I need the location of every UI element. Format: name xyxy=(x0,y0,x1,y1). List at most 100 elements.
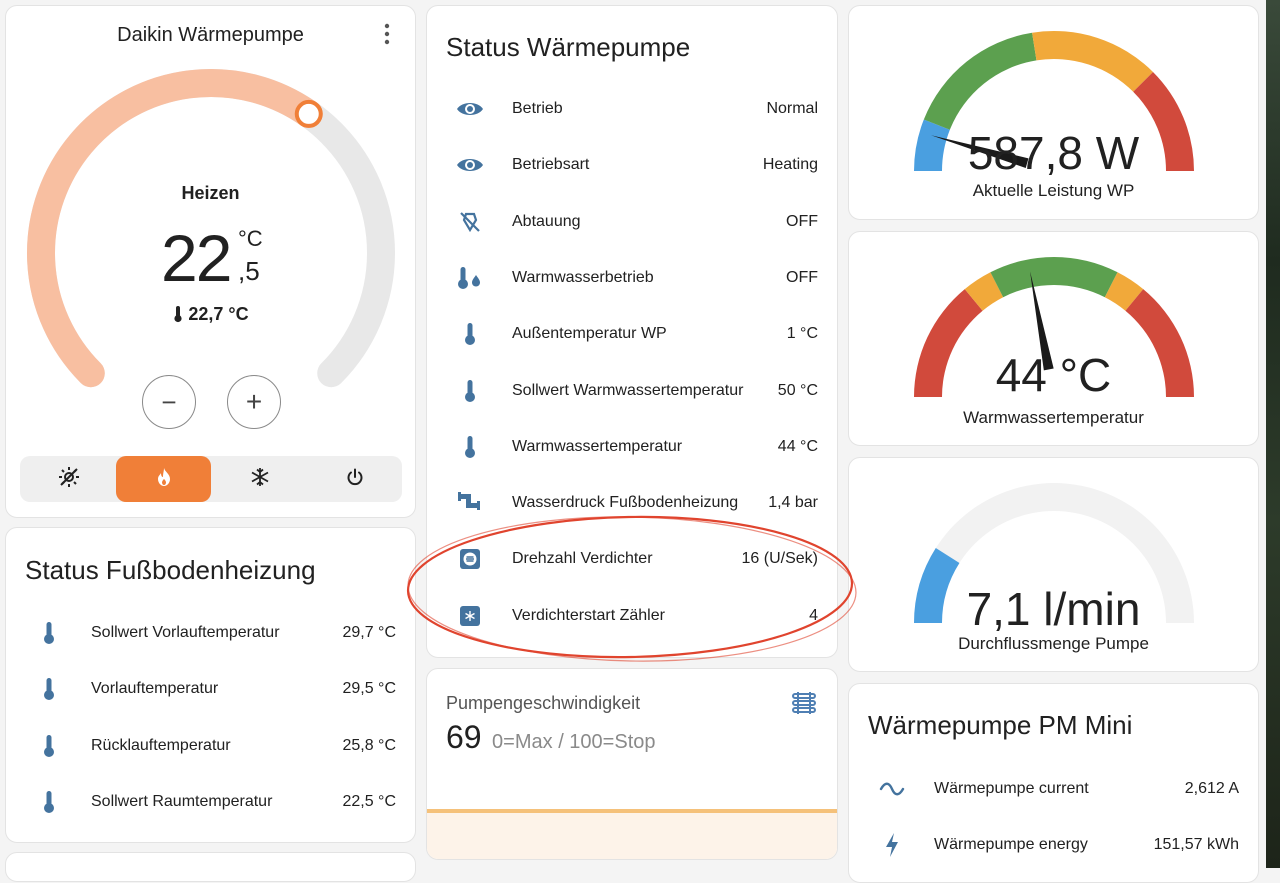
row-value: 25,8 °C xyxy=(342,736,396,754)
power-icon xyxy=(346,468,364,491)
heat-pump-entity-row[interactable]: Außentemperatur WP 1 °C xyxy=(427,306,837,362)
current-ac-icon xyxy=(878,775,906,803)
floor-heating-entity-row[interactable]: Sollwert Raumtemperatur 22,5 °C xyxy=(6,774,415,830)
gauge-segment xyxy=(1032,31,1153,92)
hot-water-gauge-label: Warmwassertemperatur xyxy=(963,408,1144,427)
pipe-icon xyxy=(456,489,484,517)
heat-pump-entity-row[interactable]: Betriebsart Heating xyxy=(427,137,837,193)
pump-speed-value: 69 xyxy=(446,719,482,755)
row-value: 29,7 °C xyxy=(342,624,396,641)
heat-pump-status-title: Status Wärmepumpe xyxy=(446,32,691,62)
thermometer-icon xyxy=(456,320,484,348)
gauge-segment xyxy=(1104,272,1144,311)
thermostat-title: Daikin Wärmepumpe xyxy=(117,24,304,46)
floor-heating-entity-row[interactable]: Rücklauftemperatur 25,8 °C xyxy=(6,718,415,774)
gauge-needle xyxy=(931,135,1029,168)
row-label: Rücklauftemperatur xyxy=(91,736,231,754)
fire-icon xyxy=(156,467,172,492)
increase-temp-button[interactable]: + xyxy=(227,375,281,429)
gauge-segment xyxy=(914,119,950,171)
heat-pump-entity-row[interactable]: Verdichterstart Zähler 4 xyxy=(427,588,837,644)
row-label: Betriebsart xyxy=(512,156,590,174)
pm-mini-entity-row[interactable]: Wärmepumpe energy 151,57 kWh xyxy=(849,817,1258,873)
current-temperature: 22,7 °C xyxy=(6,304,415,328)
hvac-mode-label: Heizen xyxy=(181,183,240,203)
more-options-icon[interactable] xyxy=(377,22,397,46)
row-value: OFF xyxy=(786,268,818,286)
heat-pump-entity-row[interactable]: Sollwert Warmwassertemperatur 50 °C xyxy=(427,363,837,419)
gauge-segment xyxy=(1125,289,1194,397)
pm-mini-entity-row[interactable]: Wärmepumpe current 2,612 A xyxy=(849,761,1258,817)
heat-pump-entity-row[interactable]: Warmwasserbetrieb OFF xyxy=(427,250,837,306)
thermostat-card: Daikin Wärmepumpe Heizen 22 °C ,5 22,7 °… xyxy=(5,5,416,518)
pump-speed-title: Pumpengeschwindigkeit xyxy=(446,693,641,713)
floor-heating-entity-row[interactable]: Vorlauftemperatur 29,5 °C xyxy=(6,661,415,717)
mode-auto-button[interactable] xyxy=(21,456,116,502)
power-gauge xyxy=(914,31,1194,171)
pump-speed-card[interactable]: Pumpengeschwindigkeit 69 0=Max / 100=Sto… xyxy=(426,668,838,860)
flow-gauge-value: 7,1 l/min xyxy=(966,583,1141,635)
heat-pump-status-card: Status Wärmepumpe Betrieb Normal Betriebsa… xyxy=(426,5,838,658)
snowflake-icon xyxy=(250,467,270,492)
hot-water-gauge xyxy=(914,257,1194,397)
gauge-segment xyxy=(990,257,1118,298)
row-value: 22,5 °C xyxy=(342,792,396,810)
thermostat-dial[interactable] xyxy=(6,6,416,406)
heat-pump-entity-row[interactable]: Drehzahl Verdichter 16 (U/Sek) xyxy=(427,531,837,587)
hot-water-gauge-card[interactable]: 44 °C Warmwassertemperatur xyxy=(848,231,1259,446)
gauge-segment xyxy=(1133,72,1194,171)
heat-pump-entity-row[interactable]: Abtauung OFF xyxy=(427,194,837,250)
pump-speed-hint: 0=Max / 100=Stop xyxy=(492,731,656,753)
row-label: Sollwert Warmwassertemperatur xyxy=(512,381,744,399)
heat-pump-entity-row[interactable]: Warmwassertemperatur 44 °C xyxy=(427,419,837,475)
mode-cool-button[interactable] xyxy=(212,456,307,502)
gauge-segment xyxy=(923,32,1037,130)
row-label: Wärmepumpe current xyxy=(934,780,1089,797)
pump-speed-reading: 69 0=Max / 100=Stop xyxy=(446,719,656,756)
flow-gauge-card[interactable]: 7,1 l/min Durchflussmenge Pumpe xyxy=(848,457,1259,672)
mode-off-button[interactable] xyxy=(307,456,402,502)
thermometer-small-icon xyxy=(172,305,184,328)
row-value: 1 °C xyxy=(786,325,818,343)
dial-active-arc xyxy=(27,69,323,388)
background-window-edge xyxy=(1266,0,1280,868)
row-label: Außentemperatur WP xyxy=(512,325,667,343)
compressor-count-icon xyxy=(456,602,484,630)
row-value: 4 xyxy=(809,606,818,624)
gauge-segment xyxy=(914,483,1194,623)
power-gauge-card[interactable]: 587,8 W Aktuelle Leistung WP xyxy=(848,5,1259,220)
row-label: Sollwert Raumtemperatur xyxy=(91,792,273,810)
gauge-value-fill xyxy=(914,547,960,623)
heat-pump-entity-row[interactable]: Wasserdruck Fußbodenheizung 1,4 bar xyxy=(427,475,837,531)
mode-heat-button[interactable] xyxy=(116,456,211,502)
row-value: 1,4 bar xyxy=(768,494,818,512)
target-temp-decimal: ,5 xyxy=(238,256,260,286)
row-value: Heating xyxy=(762,156,818,174)
row-label: Warmwassertemperatur xyxy=(512,437,683,455)
setpoint-handle xyxy=(294,99,323,128)
thermometer-icon xyxy=(456,433,484,461)
row-label: Abtauung xyxy=(512,212,581,230)
row-label: Wasserdruck Fußbodenheizung xyxy=(512,494,739,512)
pump-speed-fill xyxy=(427,809,837,859)
target-temp-unit: °C xyxy=(238,226,263,251)
row-value: 16 (U/Sek) xyxy=(741,550,818,568)
power-gauge-value: 587,8 W xyxy=(967,127,1140,179)
defrost-off-icon xyxy=(456,208,484,236)
row-value: 44 °C xyxy=(777,437,818,455)
bottom-left-card-partial xyxy=(5,852,416,882)
gauge-needle xyxy=(1030,271,1054,371)
floor-heating-entity-row[interactable]: Sollwert Vorlauftemperatur 29,7 °C xyxy=(6,605,415,661)
row-label: Drehzahl Verdichter xyxy=(512,550,653,568)
decrease-temp-button[interactable]: − xyxy=(142,375,196,429)
thermometer-icon xyxy=(456,377,484,405)
row-value: 2,612 A xyxy=(1184,780,1239,797)
heat-pump-entity-row[interactable]: Betrieb Normal xyxy=(427,81,837,137)
hot-water-gauge-value: 44 °C xyxy=(995,349,1112,401)
flow-gauge xyxy=(914,483,1194,623)
flow-gauge-label: Durchflussmenge Pumpe xyxy=(958,634,1149,653)
minus-icon: − xyxy=(161,387,177,417)
thermometer-water-icon xyxy=(456,264,484,292)
row-value: 50 °C xyxy=(777,381,818,399)
row-value: 29,5 °C xyxy=(342,680,396,698)
